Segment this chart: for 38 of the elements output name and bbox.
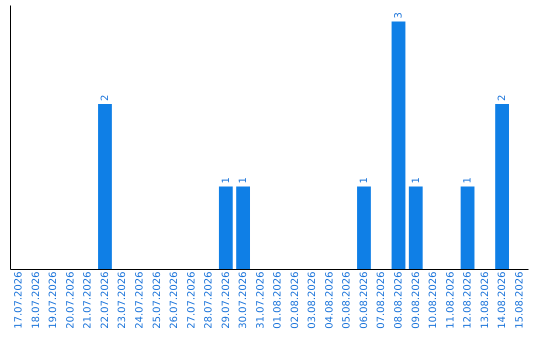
x-tick-label: 14.08.2026 (497, 272, 508, 329)
x-tick-label: 29.07.2026 (220, 272, 232, 329)
x-tick-label: 04.08.2026 (324, 272, 336, 329)
x-tick-label: 23.07.2026 (117, 272, 128, 329)
x-tick-label: 09.08.2026 (410, 272, 422, 329)
x-tick-label: 31.07.2026 (255, 272, 266, 329)
x-tick-label: 10.08.2026 (428, 272, 440, 329)
data-label: 1 (220, 177, 232, 184)
data-label: 1 (410, 177, 422, 184)
data-label: 3 (394, 12, 404, 18)
x-tick-label: 07.08.2026 (376, 272, 388, 329)
x-tick-label: 26.07.2026 (169, 272, 180, 329)
x-tick-label: 30.07.2026 (238, 272, 250, 329)
x-tick-label: 25.07.2026 (152, 272, 163, 329)
x-tick-label: 05.08.2026 (342, 272, 353, 329)
data-label: 2 (497, 94, 508, 101)
x-tick-label: 06.08.2026 (358, 272, 370, 329)
x-tick-label: 01.08.2026 (272, 272, 284, 329)
x-tick-label: 21.07.2026 (82, 272, 94, 329)
x-tick-label: 11.08.2026 (445, 272, 456, 329)
x-tick-label: 08.08.2026 (394, 272, 404, 329)
x-tick-label: 24.07.2026 (134, 272, 146, 329)
x-tick-label: 27.07.2026 (186, 272, 198, 329)
x-tick-label: 18.07.2026 (30, 272, 42, 329)
x-tick-label: 19.07.2026 (48, 272, 60, 329)
x-tick-label: 12.08.2026 (462, 272, 474, 329)
x-tick-label: 02.08.2026 (290, 272, 301, 329)
data-label: 1 (238, 177, 250, 184)
x-tick-label: 03.08.2026 (307, 272, 318, 329)
data-label: 1 (462, 177, 474, 184)
x-tick-label: 20.07.2026 (65, 272, 76, 329)
x-tick-label: 22.07.2026 (100, 272, 111, 329)
x-tick-label: 13.08.2026 (480, 272, 491, 329)
x-tick-label: 15.08.2026 (514, 272, 526, 329)
data-label: 1 (358, 177, 370, 184)
x-tick-label: 17.07.2026 (14, 272, 25, 329)
x-tick-label: 28.07.2026 (204, 272, 215, 329)
data-label: 2 (100, 94, 111, 101)
